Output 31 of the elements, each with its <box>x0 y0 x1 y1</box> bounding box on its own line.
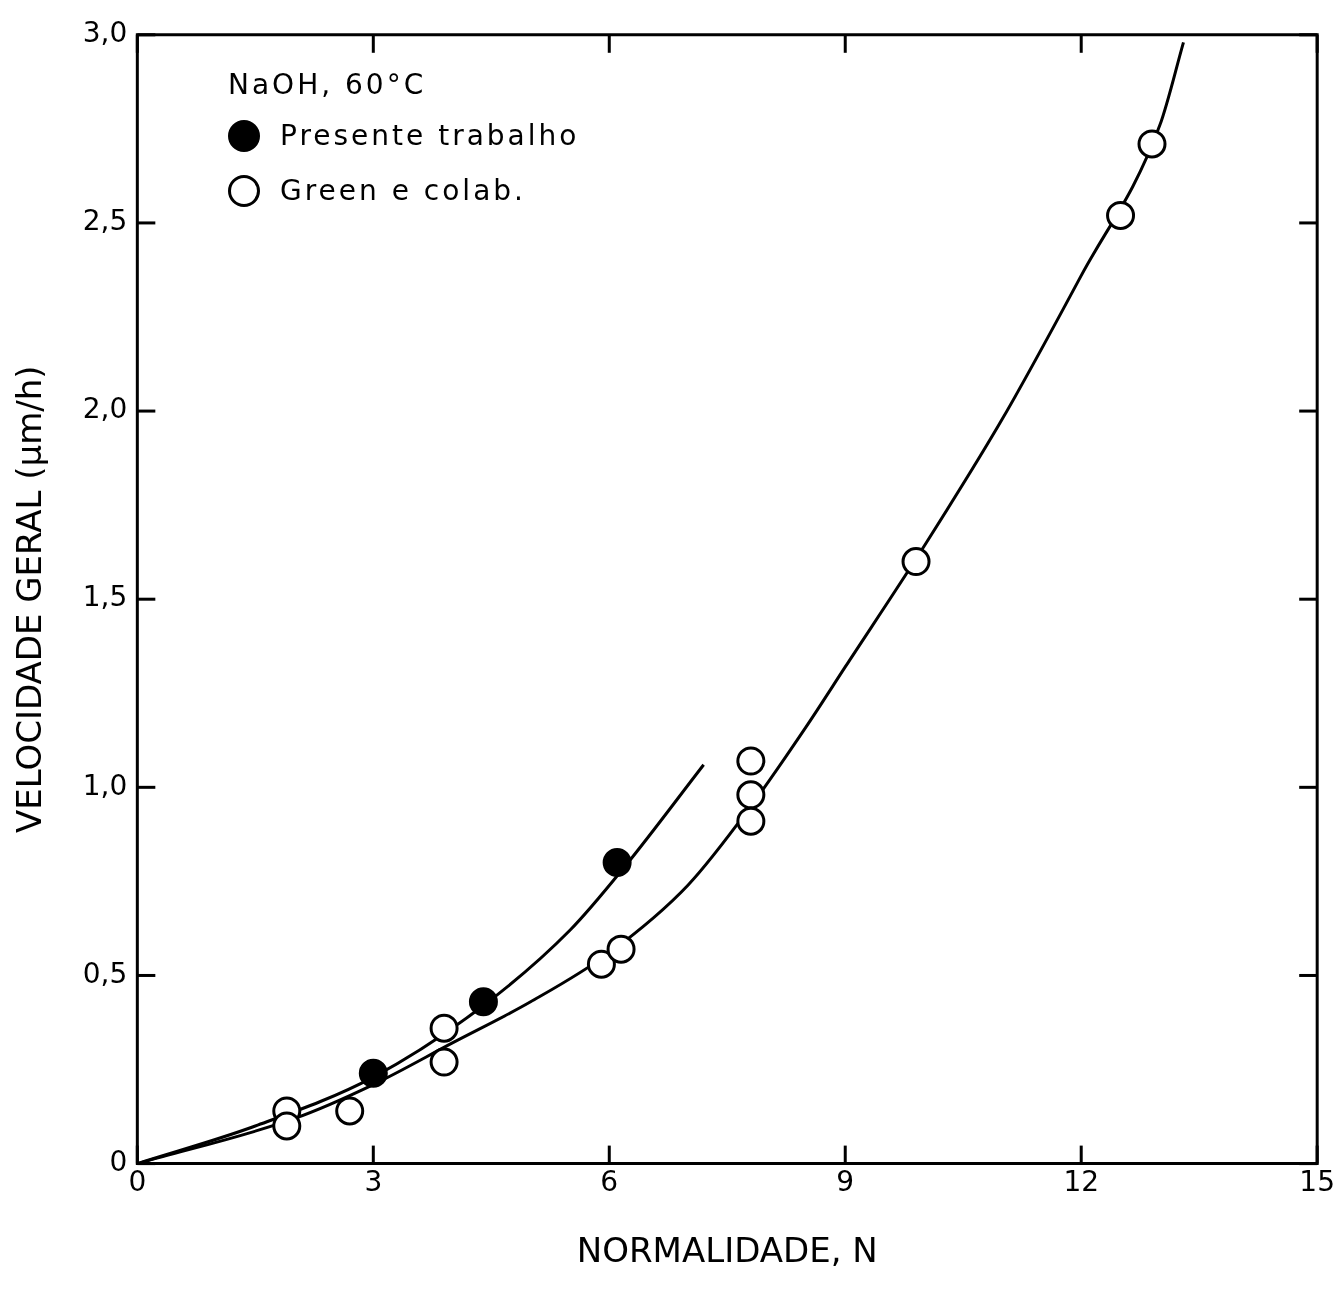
point <box>606 934 636 964</box>
x-tick-label: 12 <box>1063 1164 1100 1198</box>
point <box>736 746 766 776</box>
y-tick-label: 3,0 <box>82 16 128 50</box>
point <box>429 1047 459 1077</box>
x-tick-label: 6 <box>600 1164 619 1198</box>
point <box>1137 129 1167 159</box>
point <box>272 1111 302 1141</box>
y-tick-label: 1,0 <box>82 768 128 802</box>
y-tick-label: 0,5 <box>82 956 128 990</box>
y-tick-label: 2,5 <box>82 204 128 238</box>
point <box>335 1096 365 1126</box>
y-axis-title: VELOCIDADE GERAL (μm/h) <box>9 365 50 834</box>
point <box>602 848 632 878</box>
x-tick-label: 15 <box>1299 1164 1336 1198</box>
point <box>429 1013 459 1043</box>
point <box>901 547 931 577</box>
y-tick-label: 1,5 <box>82 580 128 614</box>
point <box>736 780 766 810</box>
x-tick-label: 9 <box>836 1164 855 1198</box>
point <box>1106 200 1136 230</box>
y-tick-label: 2,0 <box>82 392 128 426</box>
legend-label: Presente trabalho <box>280 119 580 152</box>
point <box>736 806 766 836</box>
legend-title: NaOH, 60°C <box>228 68 428 101</box>
point <box>358 1058 388 1088</box>
point <box>468 987 498 1017</box>
x-axis-title: NORMALIDADE, N <box>576 1230 878 1271</box>
x-tick-label: 3 <box>364 1164 383 1198</box>
point <box>586 949 616 979</box>
legend-label: Green e colab. <box>280 174 526 207</box>
